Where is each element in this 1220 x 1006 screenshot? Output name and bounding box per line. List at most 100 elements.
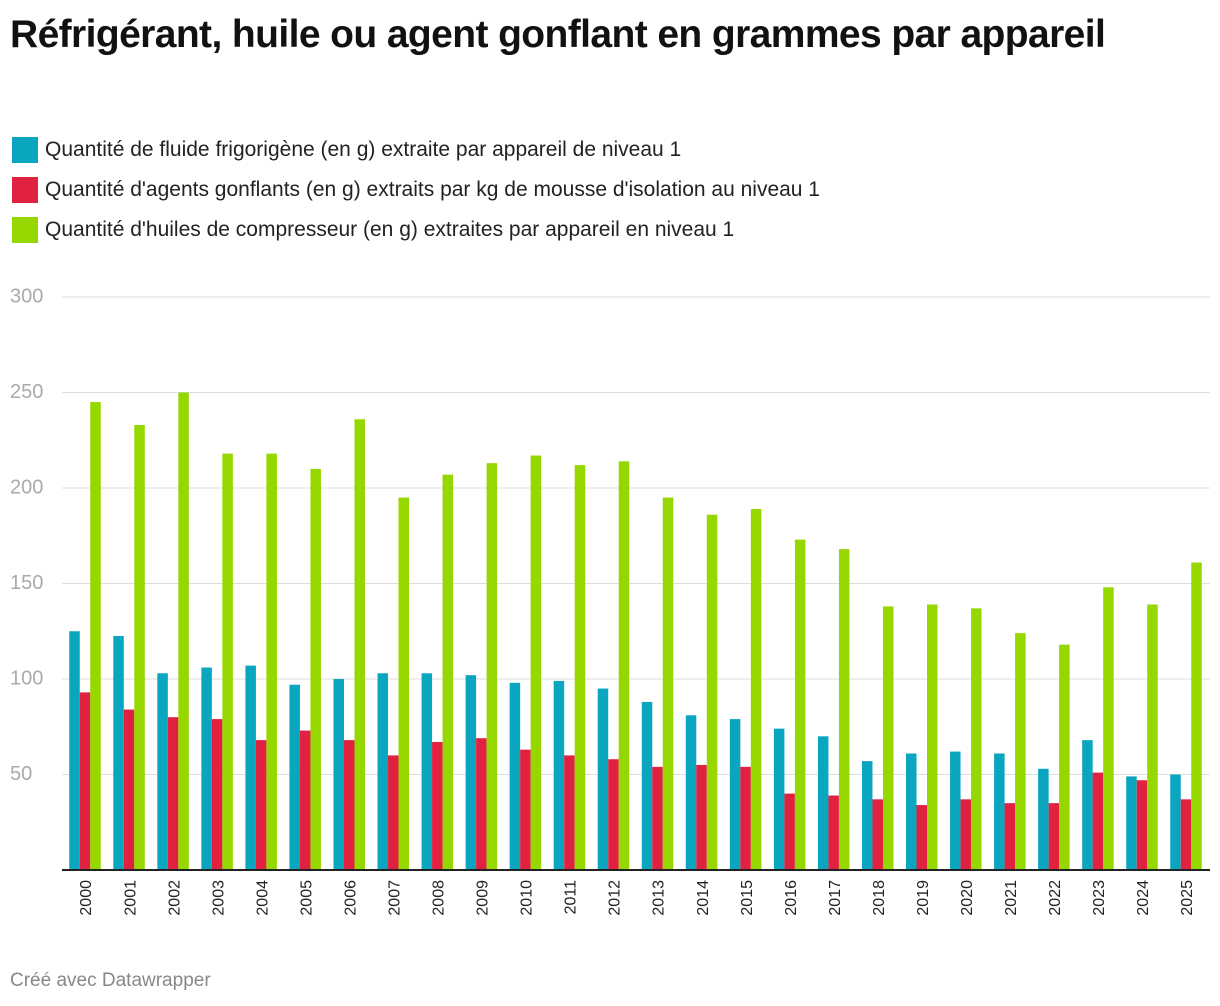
bar [1092, 772, 1104, 870]
bar [618, 461, 630, 870]
bar [574, 465, 586, 870]
x-tick-label: 2021 [1003, 880, 1020, 916]
x-tick-label: 2009 [475, 880, 492, 916]
bar [838, 549, 850, 870]
bar [784, 793, 795, 870]
bar [1103, 587, 1114, 870]
x-tick-label: 2019 [915, 880, 932, 916]
x-tick-label: 2022 [1047, 880, 1064, 916]
bar [178, 392, 189, 870]
y-tick-label: 250 [10, 381, 43, 403]
bar [729, 719, 741, 870]
bar [750, 509, 762, 870]
bar [476, 738, 487, 870]
bar [1147, 604, 1158, 870]
bar [442, 474, 454, 870]
bar [123, 709, 135, 870]
y-tick-label: 50 [10, 763, 32, 785]
x-tick-label: 2024 [1135, 880, 1152, 916]
bar [377, 673, 389, 870]
x-tick-label: 2017 [827, 880, 844, 916]
bar [773, 728, 785, 870]
y-tick-label: 200 [10, 476, 43, 498]
bar [1038, 768, 1049, 870]
y-tick-label: 300 [10, 285, 43, 307]
bar [994, 753, 1005, 870]
bar [398, 497, 410, 870]
bar [333, 679, 344, 870]
bar [1136, 780, 1148, 870]
bar [927, 604, 938, 870]
bar [255, 740, 267, 870]
legend-item: Quantité de fluide frigorigène (en g) ex… [12, 130, 820, 170]
bar [564, 755, 575, 870]
legend-swatch [12, 177, 38, 203]
bar [861, 761, 873, 870]
legend-swatch [12, 137, 38, 163]
legend-swatch [12, 217, 38, 243]
x-tick-label: 2011 [563, 880, 580, 915]
y-tick-label: 100 [10, 667, 43, 689]
legend-label: Quantité d'agents gonflants (en g) extra… [45, 178, 820, 201]
bar [906, 753, 917, 870]
legend: Quantité de fluide frigorigène (en g) ex… [12, 130, 820, 250]
bar [794, 539, 806, 870]
x-tick-label: 2001 [122, 880, 139, 916]
bar [971, 608, 982, 870]
bar [597, 688, 609, 870]
bar [685, 715, 697, 870]
bar [1015, 633, 1026, 870]
bar [817, 736, 829, 870]
x-tick-label: 2012 [607, 880, 624, 916]
bar [652, 766, 663, 870]
bar [740, 766, 751, 870]
bar [245, 665, 256, 870]
x-tick-label: 2020 [959, 880, 976, 916]
bar [696, 764, 707, 870]
bar [530, 455, 542, 870]
x-tick-label: 2013 [651, 880, 668, 916]
bar [79, 692, 91, 870]
bar [1191, 562, 1202, 870]
x-tick-label: 2003 [210, 880, 227, 916]
chart-title: Réfrigérant, huile ou agent gonflant en … [10, 13, 1106, 56]
x-tick-label: 2007 [386, 880, 403, 916]
bar [90, 402, 101, 870]
x-tick-label: 2005 [298, 880, 315, 916]
legend-label: Quantité d'huiles de compresseur (en g) … [45, 218, 735, 241]
bar [211, 719, 223, 870]
x-tick-label: 2014 [695, 880, 712, 916]
legend-label: Quantité de fluide frigorigène (en g) ex… [45, 138, 682, 161]
bar [421, 673, 433, 870]
bar [641, 701, 653, 870]
x-tick-label: 2023 [1091, 880, 1108, 916]
bar [608, 759, 619, 870]
bar [167, 717, 179, 870]
bar [1180, 799, 1192, 870]
bar [509, 682, 521, 870]
chart: 50 100 150 200 250 300 2000 2001 2002 2003 2004 200… [10, 285, 1210, 916]
x-tick-label: 2002 [166, 880, 183, 916]
bar [1126, 776, 1137, 870]
bar [222, 453, 233, 870]
y-tick-label: 150 [10, 572, 43, 594]
bar [520, 749, 531, 870]
bar [882, 606, 894, 870]
bar [289, 684, 300, 870]
bar [299, 730, 311, 870]
bar [1170, 774, 1181, 870]
x-tick-label: 2015 [739, 880, 756, 916]
bar [1082, 740, 1093, 870]
credit: Créé avec Datawrapper [10, 970, 211, 991]
x-tick-label: 2018 [871, 880, 888, 916]
x-tick-label: 2016 [783, 880, 800, 916]
bar [134, 424, 145, 870]
x-tick-label: 2008 [431, 880, 448, 916]
bar [486, 463, 498, 870]
bar [432, 742, 443, 870]
bar [1059, 644, 1070, 870]
bar [157, 673, 168, 870]
bar [916, 805, 928, 870]
legend-item: Quantité d'huiles de compresseur (en g) … [12, 210, 820, 250]
